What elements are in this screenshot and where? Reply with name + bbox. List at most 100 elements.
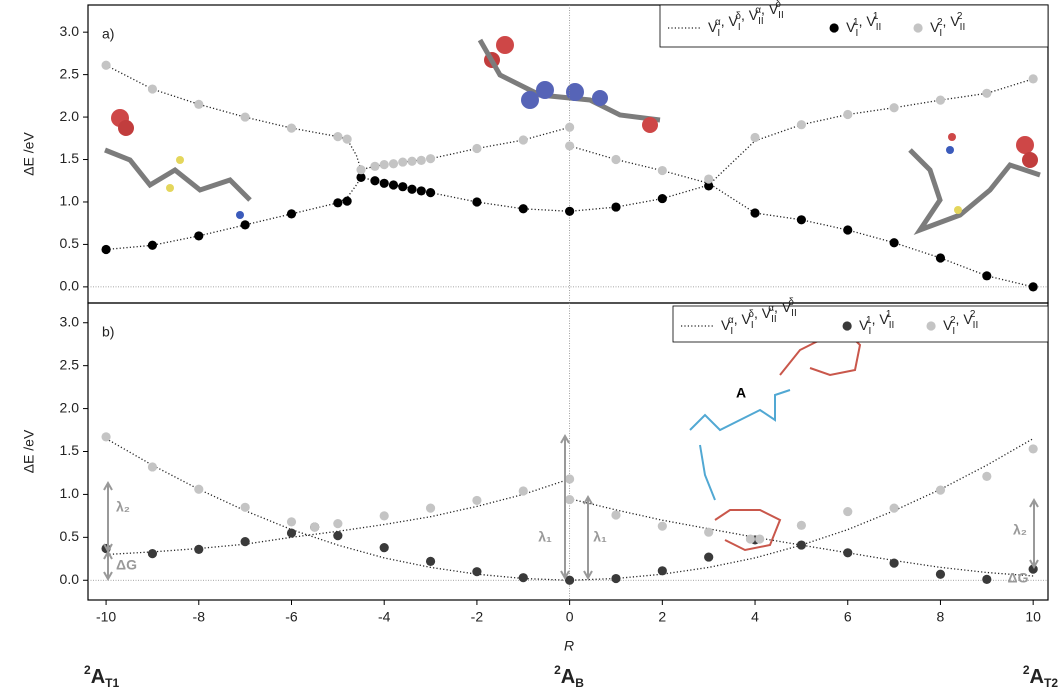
data-point: [843, 548, 852, 557]
data-point: [936, 95, 945, 104]
data-point: [565, 495, 574, 504]
data-point: [101, 432, 110, 441]
data-point: [1029, 444, 1038, 453]
x-tick-label: -4: [378, 609, 391, 625]
plot-frame: [88, 303, 1048, 600]
annotation: ΔG: [116, 557, 137, 573]
data-point: [611, 155, 620, 164]
data-point: [472, 567, 481, 576]
state-label-part: T2: [1044, 676, 1058, 690]
data-point: [658, 566, 667, 575]
state-label: 2AT2: [1023, 663, 1058, 690]
data-point: [287, 517, 296, 526]
x-tick-label: -6: [285, 609, 298, 625]
annotation: A: [736, 385, 746, 401]
data-point: [704, 552, 713, 561]
data-point: [148, 462, 157, 471]
data-point: [565, 141, 574, 150]
data-point: [472, 144, 481, 153]
data-point: [843, 110, 852, 119]
data-point: [982, 575, 991, 584]
data-point: [426, 504, 435, 513]
dotted-curve: [106, 479, 569, 555]
data-point: [843, 225, 852, 234]
data-point: [101, 61, 110, 70]
y-tick-label: 2.5: [60, 65, 80, 81]
data-point: [755, 534, 764, 543]
data-point: [519, 573, 528, 582]
state-label: 2AB: [554, 663, 584, 690]
data-point: [426, 557, 435, 566]
data-point: [519, 486, 528, 495]
data-point: [380, 543, 389, 552]
data-point: [241, 537, 250, 546]
y-tick-label: 3.0: [60, 23, 80, 39]
panel-label: b): [102, 324, 114, 340]
panel-label: a): [102, 26, 114, 42]
x-tick-label: 10: [1025, 609, 1041, 625]
data-point: [343, 197, 352, 206]
dotted-curve: [106, 65, 569, 169]
data-point: [890, 558, 899, 567]
data-point: [370, 162, 379, 171]
y-tick-label: 2.0: [60, 108, 80, 124]
x-tick-label: 4: [751, 609, 759, 625]
data-point: [148, 241, 157, 250]
y-tick-label: 2.0: [60, 399, 80, 415]
data-point: [936, 486, 945, 495]
data-point: [519, 135, 528, 144]
data-point: [565, 123, 574, 132]
data-point: [704, 174, 713, 183]
data-point: [310, 522, 319, 531]
data-point: [843, 507, 852, 516]
legend-swatch: [830, 23, 839, 32]
data-point: [890, 238, 899, 247]
data-point: [194, 231, 203, 240]
data-point: [426, 188, 435, 197]
data-point: [426, 154, 435, 163]
data-point: [982, 271, 991, 280]
legend-swatch: [843, 321, 852, 330]
data-point: [389, 180, 398, 189]
state-label-part: T1: [105, 676, 119, 690]
annotation: λ₂: [116, 499, 130, 515]
data-point: [356, 165, 365, 174]
legend-swatch: [913, 23, 922, 32]
data-point: [750, 133, 759, 142]
data-point: [398, 182, 407, 191]
y-tick-label: 0.0: [60, 571, 80, 587]
data-point: [936, 253, 945, 262]
y-tick-label: 1.5: [60, 442, 80, 458]
x-tick-label: 8: [937, 609, 945, 625]
y-tick-label: 1.0: [60, 485, 80, 501]
y-tick-label: 0.5: [60, 528, 80, 544]
state-label-part: A: [91, 666, 105, 688]
annotation: λ₁: [593, 529, 607, 545]
data-point: [797, 540, 806, 549]
data-point: [380, 511, 389, 520]
data-point: [333, 519, 342, 528]
data-point: [1029, 282, 1038, 291]
data-point: [890, 103, 899, 112]
annotation: λ₂: [1013, 522, 1027, 538]
data-point: [417, 186, 426, 195]
data-point: [797, 215, 806, 224]
annotation: ΔG: [1008, 570, 1029, 586]
data-point: [936, 570, 945, 579]
state-label-part: A: [561, 666, 575, 688]
x-axis-label: R: [564, 638, 574, 654]
y-tick-label: 1.5: [60, 150, 80, 166]
x-tick-label: 2: [658, 609, 666, 625]
state-label-part: B: [575, 676, 584, 690]
x-tick-label: -2: [471, 609, 484, 625]
data-point: [241, 220, 250, 229]
data-point: [565, 207, 574, 216]
y-tick-label: 2.5: [60, 356, 80, 372]
state-label: 2AT1: [84, 663, 119, 690]
data-point: [472, 197, 481, 206]
data-point: [343, 135, 352, 144]
x-tick-label: -10: [96, 609, 116, 625]
data-point: [407, 157, 416, 166]
data-point: [611, 510, 620, 519]
data-point: [333, 198, 342, 207]
